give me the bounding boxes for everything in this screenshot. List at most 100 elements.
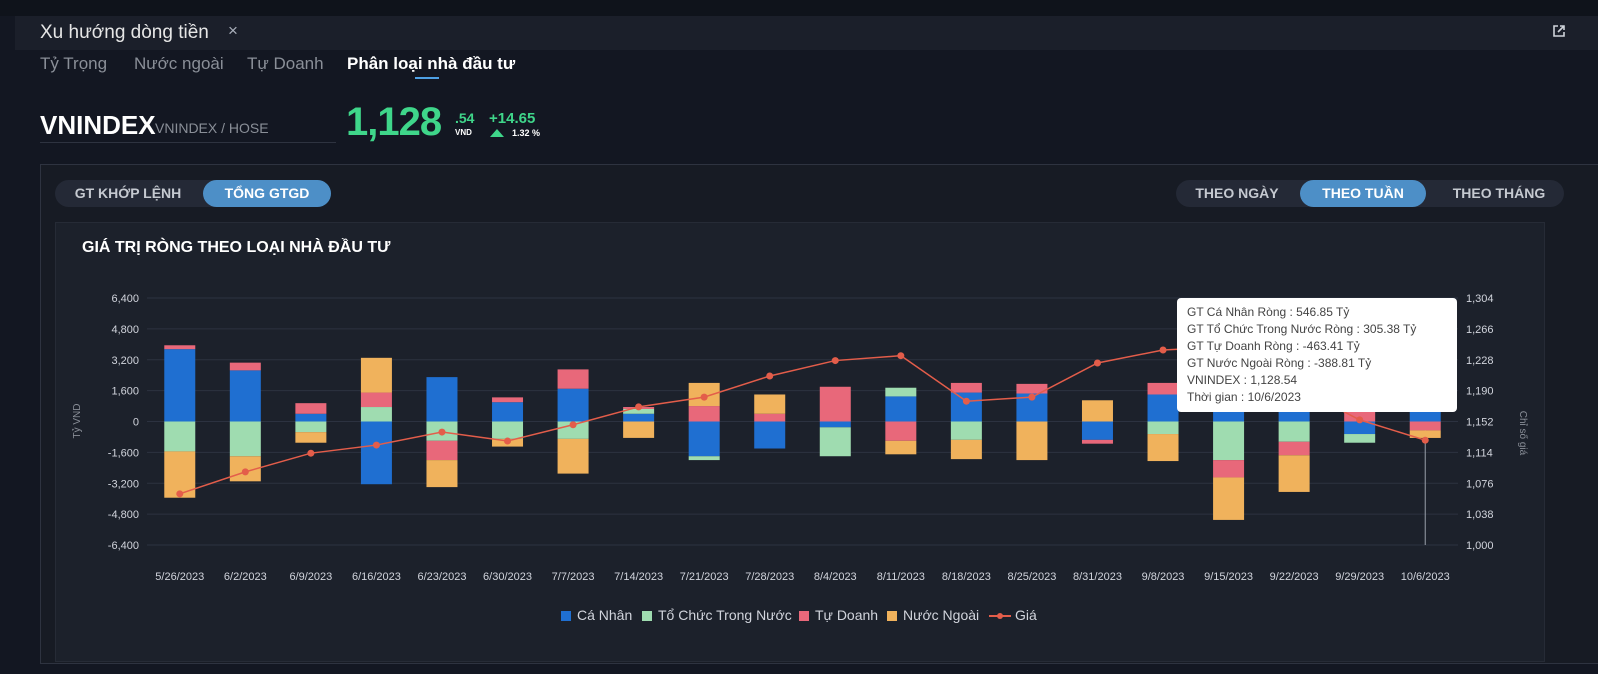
bar-segment [360,407,392,422]
price-point [307,449,315,457]
bar-segment [557,421,589,439]
x-axis-tick-label: 8/4/2023 [814,571,857,583]
bar-segment [426,460,458,488]
price-point [241,468,249,476]
close-icon[interactable]: × [228,21,238,40]
bar-segment [1278,441,1310,456]
price-change-percent: 1.32 % [512,128,541,138]
price-decimal: .54 [455,110,475,126]
bar-segment [295,432,327,443]
bar-segment [1081,421,1113,440]
legend-item-to-chuc-trong-nuoc[interactable]: Tổ Chức Trong Nước [642,607,792,623]
bar-segment [1278,421,1310,442]
price-point [831,357,839,365]
gt-khop-lenh-button[interactable]: GT KHỚP LỆNH [74,185,182,201]
y-axis-tick-label: 6,400 [111,293,139,305]
legend-item-ca-nhan[interactable]: Cá Nhân [561,607,632,623]
y2-axis-tick-label: 1,304 [1466,293,1494,305]
tab-ty-trong[interactable]: Tỷ Trọng [40,54,108,73]
price-point [372,441,380,449]
chart-tooltip: GT Cá Nhân Ròng : 546.85 Tỷ GT Tổ Chức T… [1177,298,1457,412]
price-point [897,352,905,360]
price-point [1356,416,1364,424]
bar-segment [229,421,261,457]
legend-swatch [887,611,897,622]
theo-tuan-button[interactable]: THEO TUẦN [1300,180,1426,207]
bar-segment [819,386,851,422]
y-axis-tick-label: -4,800 [108,509,139,521]
bar-segment [426,440,458,461]
bar-segment [360,392,392,408]
theo-ngay-button[interactable]: THEO NGÀY [1195,185,1279,201]
theo-thang-button[interactable]: THEO THÁNG [1452,185,1546,201]
bar-segment [164,345,196,350]
legend-swatch [799,611,809,622]
x-axis-tick-label: 10/6/2023 [1401,571,1450,583]
bar-segment [885,396,917,422]
legend-item-tu-doanh[interactable]: Tự Doanh [799,607,878,623]
x-axis-tick-label: 7/28/2023 [745,571,794,583]
bar-segment [1278,455,1310,492]
bar-segment [360,421,392,485]
y2-axis-tick-label: 1,076 [1466,478,1494,490]
legend-label: Tự Doanh [815,607,879,623]
x-axis-tick-label: 6/2/2023 [224,571,267,583]
ticker-symbol[interactable]: VNINDEX [40,110,156,140]
y-axis-tick-label: 3,200 [111,355,139,367]
legend-item-nuoc-ngoai[interactable]: Nước Ngoài [887,607,979,623]
x-axis-tick-label: 8/18/2023 [942,571,991,583]
tooltip-to-chuc: GT Tổ Chức Trong Nước Ròng : 305.38 Tỷ [1187,322,1417,336]
bar-segment [819,427,851,457]
x-axis-tick-label: 9/29/2023 [1335,571,1384,583]
bar-segment [623,413,655,422]
price-point [766,372,774,380]
bar-segment [1147,382,1179,395]
tab-tu-doanh[interactable]: Tự Doanh [247,54,324,73]
price-point [700,393,708,401]
bar-segment [295,421,327,433]
tab-nuoc-ngoai[interactable]: Nước ngoài [134,54,224,73]
x-axis-tick-label: 9/22/2023 [1270,571,1319,583]
y2-axis-tick-label: 1,038 [1466,509,1494,521]
bar-segment [557,388,589,422]
bar-segment [295,413,327,422]
price-point [438,428,446,436]
y2-axis-tick-label: 1,152 [1466,417,1494,429]
legend-item-gia[interactable]: Giá [989,607,1037,623]
bar-segment [754,421,786,449]
bar-segment [1147,394,1179,422]
price-point [962,397,970,405]
external-link-icon[interactable] [1552,24,1566,38]
tong-gtgd-button[interactable]: TỔNG GTGD [203,180,331,207]
y2-axis-tick-label: 1,114 [1466,447,1493,459]
bar-segment [1344,434,1376,443]
bar-segment [1344,421,1376,435]
y-axis-tick-label: 0 [133,417,139,429]
tooltip-ca-nhan: GT Cá Nhân Ròng : 546.85 Tỷ [1187,305,1350,319]
y2-axis-label: Chỉ số giá [1517,411,1529,456]
bar-segment [164,349,196,422]
x-axis-tick-label: 6/30/2023 [483,571,532,583]
bar-segment [754,413,786,422]
legend-line-marker [989,613,1011,620]
x-axis-tick-label: 8/11/2023 [877,571,925,583]
x-axis-tick-label: 6/16/2023 [352,571,401,583]
bar-segment [492,397,524,403]
bar-segment [623,421,655,438]
legend-label: Giá [1015,607,1037,623]
tab-phan-loai-nha-dau-tu[interactable]: Phân loại nhà đầu tư [347,54,516,73]
price-point [1421,436,1429,444]
price-point [504,437,512,445]
price-point [176,490,184,498]
bar-segment [360,357,392,393]
legend-label: Tổ Chức Trong Nước [658,607,792,623]
ticker-exchange: VNINDEX / HOSE [155,120,269,136]
legend-swatch [561,611,571,622]
price-point [1093,359,1101,367]
bar-segment [557,369,589,389]
active-tab-indicator [415,77,439,79]
price-point [1028,393,1036,401]
bar-segment [819,421,851,428]
bar-segment [295,403,327,414]
bar-segment [557,438,589,474]
